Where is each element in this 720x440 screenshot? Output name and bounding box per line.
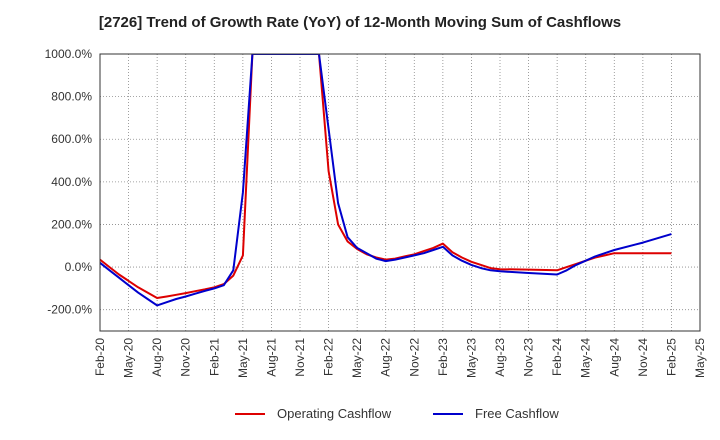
x-tick-label: Feb-22 bbox=[322, 338, 336, 376]
plot-frame bbox=[99, 53, 701, 332]
grid-lines bbox=[99, 53, 701, 331]
chart-title: [2726] Trend of Growth Rate (YoY) of 12-… bbox=[98, 14, 622, 31]
y-tick-label: 1000.0% bbox=[45, 47, 93, 61]
y-axis-tick-labels: 1000.0% 800.0% 600.0% 400.0% 200.0% 0.0% -200.… bbox=[45, 47, 93, 317]
x-tick-label: Nov-22 bbox=[407, 338, 421, 377]
x-tick-label: Nov-21 bbox=[293, 338, 307, 377]
x-axis-tick-labels: Feb-20 May-20 Aug-20 Nov-20 Feb-21 May-21 Aug-… bbox=[93, 338, 707, 378]
legend: Operating Cashflow Free Cashflow bbox=[0, 406, 720, 426]
legend-label-operating-cashflow: Operating Cashflow bbox=[277, 406, 392, 421]
x-tick-label: Aug-24 bbox=[607, 338, 621, 377]
x-tick-label: May-25 bbox=[693, 338, 707, 378]
legend-swatch-operating-cashflow bbox=[235, 412, 265, 415]
x-tick-label: Feb-25 bbox=[664, 338, 678, 376]
legend-item-free-cashflow: Free Cashflow bbox=[433, 406, 559, 421]
y-tick-label: 0.0% bbox=[65, 260, 93, 274]
series-line-free-cashflow bbox=[100, 54, 672, 307]
x-tick-label: May-23 bbox=[464, 338, 478, 378]
x-tick-label: Aug-20 bbox=[150, 338, 164, 377]
x-tick-label: Aug-21 bbox=[264, 338, 278, 377]
x-tick-label: May-20 bbox=[122, 338, 136, 378]
legend-label-free-cashflow: Free Cashflow bbox=[475, 406, 559, 421]
x-tick-label: Aug-22 bbox=[379, 338, 393, 377]
x-tick-label: Nov-24 bbox=[636, 338, 650, 377]
legend-item-operating-cashflow: Operating Cashflow bbox=[235, 406, 391, 421]
x-tick-label: Feb-20 bbox=[93, 338, 107, 376]
x-tick-label: Aug-23 bbox=[493, 338, 507, 377]
x-tick-label: Feb-24 bbox=[550, 338, 564, 376]
y-tick-label: 200.0% bbox=[51, 217, 92, 231]
series-lines bbox=[100, 54, 672, 307]
x-tick-label: Nov-23 bbox=[522, 338, 536, 377]
x-tick-label: Nov-20 bbox=[179, 338, 193, 377]
x-tick-label: Feb-21 bbox=[207, 338, 221, 376]
legend-swatch-free-cashflow bbox=[433, 412, 463, 415]
y-tick-label: 600.0% bbox=[51, 132, 92, 146]
x-tick-label: May-24 bbox=[579, 338, 593, 378]
x-tick-label: May-22 bbox=[350, 338, 364, 378]
y-tick-label: 400.0% bbox=[51, 175, 92, 189]
y-tick-label: 800.0% bbox=[51, 90, 92, 104]
x-tick-label: May-21 bbox=[236, 338, 250, 378]
y-tick-label: -200.0% bbox=[47, 303, 92, 317]
x-tick-label: Feb-23 bbox=[436, 338, 450, 376]
